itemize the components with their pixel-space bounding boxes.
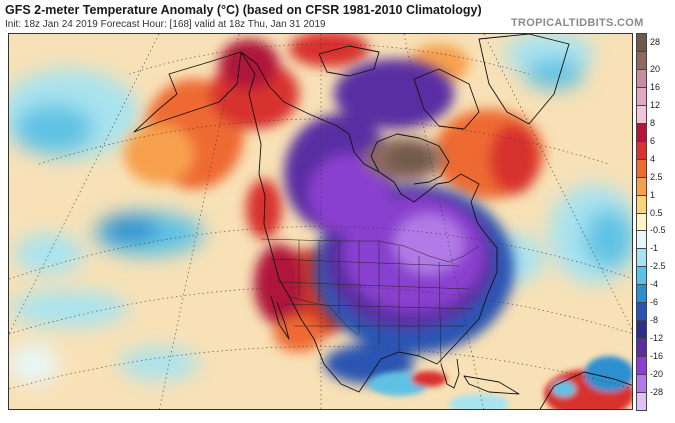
legend-swatch [636, 356, 647, 376]
legend-tick-label: 20 [650, 63, 661, 74]
state-grid [270, 240, 475, 365]
color-scale-legend: 28 20 16 12 8 6 4 2.5 1 0.5 -0.5 -1 -2.5 -4 -6 -8 -12 -16… [635, 33, 675, 411]
legend-swatch [636, 266, 647, 286]
borders [260, 238, 480, 365]
cuba-coast [463, 375, 520, 395]
legend-swatch [636, 50, 647, 70]
legend-tick-label: -16 [650, 351, 664, 362]
legend-tick-label: 6 [650, 135, 656, 146]
legend-tick-label: -12 [650, 333, 664, 344]
legend-swatch [636, 140, 647, 160]
legend-swatch [636, 33, 647, 52]
legend-swatch [636, 302, 647, 322]
legend-tick-label: 2.5 [650, 171, 663, 182]
legend-tick-label: -2.5 [650, 261, 666, 272]
canada-us-border [260, 238, 480, 263]
legend-tick-label: -20 [650, 369, 664, 380]
legend-tick-label: 28 [650, 36, 661, 47]
baja-coast [270, 295, 290, 340]
legend-tick-label: -8 [650, 315, 659, 326]
legend-tick-label: 0.5 [650, 207, 663, 218]
legend-swatch [636, 374, 647, 394]
legend-tick-label: 8 [650, 117, 656, 128]
temperature-anomaly-map [8, 33, 633, 410]
legend-swatch [636, 122, 647, 142]
legend-swatch [636, 392, 647, 411]
forecast-subtitle: Init: 18z Jan 24 2019 Forecast Hour: [16… [5, 19, 326, 30]
legend-tick-label: -4 [650, 279, 659, 290]
legend-swatch [636, 194, 647, 214]
legend-swatch [636, 338, 647, 358]
arctic-islands-coast [318, 45, 380, 77]
florida-coast [440, 358, 460, 389]
legend-swatch [636, 176, 647, 196]
legend-tick-label: -0.5 [650, 225, 666, 236]
greenland-coast [478, 34, 570, 125]
legend-tick-label: 16 [650, 81, 661, 92]
lat-lon-grid [9, 34, 632, 409]
pacific-cool-anomaly [9, 34, 632, 384]
legend-tick-label: -28 [650, 387, 664, 398]
cold-anomaly-core [284, 59, 514, 384]
legend-tick-label: -1 [650, 243, 659, 254]
legend-tick-label: 4 [650, 153, 656, 164]
south-america-coast [539, 371, 632, 409]
alaska-coast [133, 51, 242, 133]
legend-tick-label: -6 [650, 297, 659, 308]
legend-swatch [636, 86, 647, 106]
us-mexico-border [286, 295, 360, 337]
legend-swatch [636, 284, 647, 304]
coastlines [133, 34, 632, 409]
legend-tick-label: 1 [650, 189, 656, 200]
tropical-noise [369, 356, 632, 409]
legend-swatch [636, 248, 647, 268]
site-brand: TROPICALTIDBITS.COM [511, 17, 644, 29]
legend-swatch [636, 68, 647, 88]
legend-tick-label: 12 [650, 99, 661, 110]
legend-swatch [636, 320, 647, 340]
legend-swatch [636, 212, 647, 232]
baffin-island-coast [413, 68, 480, 130]
legend-swatch [636, 104, 647, 124]
legend-swatch [636, 230, 647, 250]
map-title: GFS 2-meter Temperature Anomaly (°C) (ba… [5, 3, 482, 17]
hudson-bay-coast [370, 133, 450, 185]
map-canvas [9, 34, 632, 409]
legend-swatch [636, 158, 647, 178]
north-america-coast [240, 51, 498, 393]
